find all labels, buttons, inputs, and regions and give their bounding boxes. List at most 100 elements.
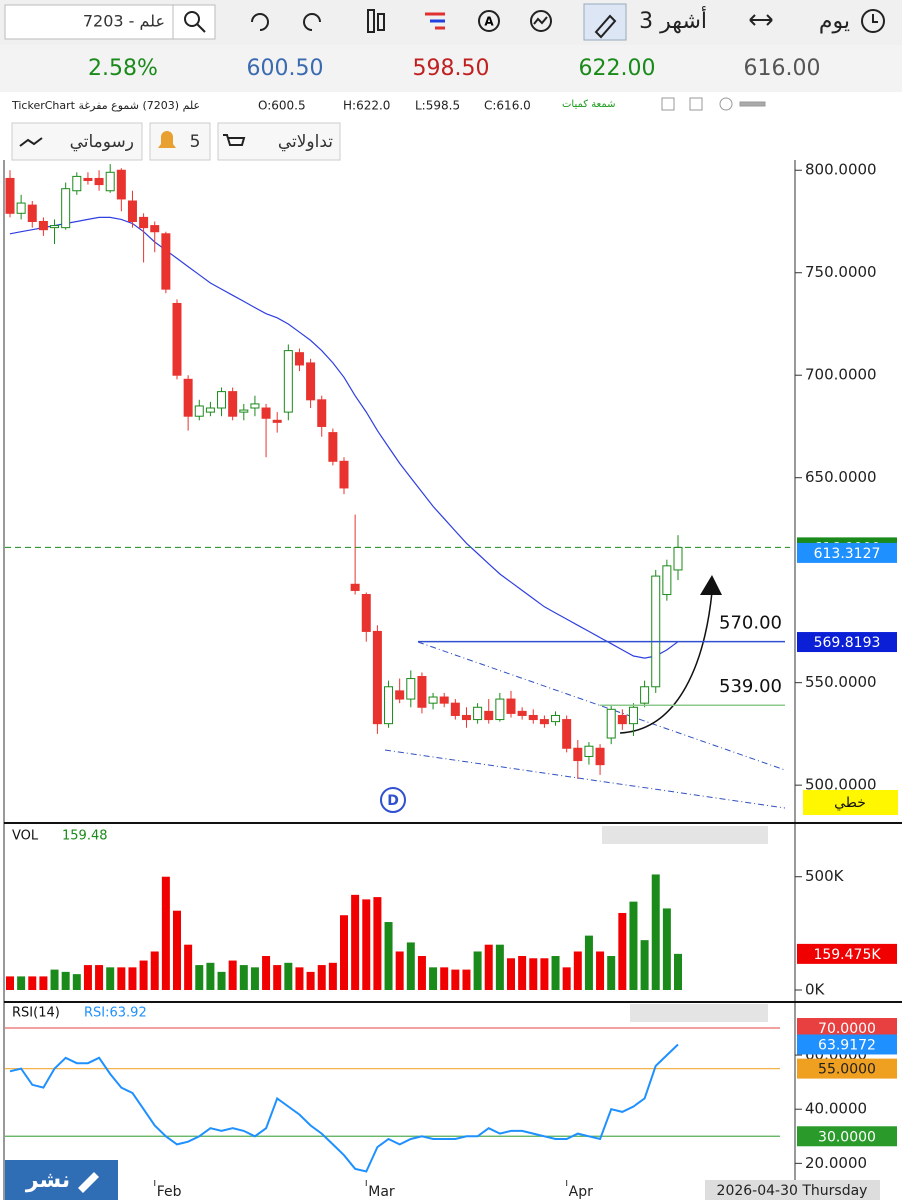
candle-body bbox=[640, 686, 650, 704]
depth-button[interactable] bbox=[425, 12, 445, 30]
last-volume-box bbox=[797, 943, 897, 964]
volume-bar bbox=[28, 976, 37, 990]
info-low: L:598.5 bbox=[415, 99, 460, 113]
candle-body bbox=[528, 714, 538, 721]
volume-bar bbox=[451, 969, 460, 990]
candle-body bbox=[183, 378, 193, 417]
candle-body bbox=[250, 403, 260, 409]
volume-bar bbox=[106, 967, 115, 990]
volume-bar bbox=[317, 965, 326, 990]
drawings-text: رسوماتي bbox=[70, 132, 134, 152]
trades-text: تداولاتي bbox=[278, 132, 333, 152]
alerts-button[interactable]: 5 bbox=[149, 122, 211, 161]
redo-button[interactable] bbox=[303, 13, 321, 31]
candle-body bbox=[105, 171, 115, 192]
candle-body bbox=[450, 702, 460, 716]
draw-button[interactable] bbox=[583, 3, 627, 41]
quote-bar bbox=[0, 45, 902, 92]
level-label: 55.0000 bbox=[818, 1062, 876, 1078]
vol-controls[interactable] bbox=[602, 826, 768, 844]
period-text: 3 أشهر bbox=[639, 6, 707, 34]
level-label: 30.0000 bbox=[818, 1129, 876, 1145]
last-rsi-label: 63.9172 bbox=[818, 1037, 876, 1053]
volume-bar bbox=[206, 962, 215, 990]
rsi-value: RSI:63.92 bbox=[84, 1006, 147, 1021]
candle-body bbox=[361, 594, 371, 632]
volume-bar bbox=[518, 956, 527, 990]
volume-bar bbox=[195, 965, 204, 990]
candle-body bbox=[384, 686, 394, 725]
dividend-marker: D bbox=[380, 787, 406, 813]
y-tick-label: 700.0000 bbox=[805, 366, 877, 384]
candle-body bbox=[161, 233, 171, 290]
panel-controls[interactable] bbox=[661, 97, 766, 111]
volume-bar bbox=[72, 974, 81, 990]
y-tick-label: 500.0000 bbox=[805, 776, 877, 794]
volume-bar bbox=[562, 967, 571, 990]
drawings-button[interactable]: رسوماتي bbox=[11, 122, 143, 161]
annotation-label: 570.00 bbox=[719, 613, 782, 634]
drawing-type-text: خطي bbox=[834, 795, 866, 811]
auto-button[interactable]: A bbox=[478, 10, 500, 32]
volume-bar bbox=[417, 956, 426, 990]
last-rsi-box bbox=[797, 1034, 897, 1055]
candle-body bbox=[283, 350, 293, 413]
level-box bbox=[797, 1126, 897, 1147]
candle-body bbox=[595, 747, 605, 766]
candle-body bbox=[5, 177, 15, 214]
volume-bar bbox=[262, 956, 271, 990]
volume-bar bbox=[6, 976, 14, 990]
marker-text: D bbox=[387, 793, 399, 809]
svg-text:A: A bbox=[484, 15, 494, 29]
volume-bar bbox=[629, 901, 638, 990]
volume-bar bbox=[540, 958, 549, 990]
x-tick-label: Apr bbox=[569, 1184, 593, 1200]
candle-body bbox=[50, 225, 60, 229]
volume-bar bbox=[484, 944, 493, 990]
date-box bbox=[705, 1180, 880, 1200]
volume-bar bbox=[384, 922, 393, 990]
candle-body bbox=[551, 714, 561, 723]
interval-button[interactable]: يوم bbox=[819, 9, 885, 34]
level-label: 569.8193 bbox=[814, 635, 881, 651]
volume-bar bbox=[529, 958, 538, 990]
rsi-controls[interactable] bbox=[630, 1004, 768, 1022]
indicators-button[interactable] bbox=[367, 9, 385, 33]
last-volume-label: 159.475K bbox=[813, 947, 881, 963]
candle-body bbox=[495, 698, 505, 721]
y-tick-label: 750.0000 bbox=[805, 263, 877, 281]
symbol-search[interactable]: 7203 - علم bbox=[4, 4, 216, 40]
quote-high: 622.00 bbox=[579, 56, 656, 81]
y-tick-label: 500K bbox=[805, 867, 845, 885]
candle-body bbox=[350, 583, 360, 591]
y-tick-label: 550.0000 bbox=[805, 673, 877, 691]
drawing-type[interactable]: خطي bbox=[803, 790, 898, 815]
x-tick-label: Feb bbox=[157, 1184, 182, 1200]
volume-bar bbox=[640, 940, 649, 990]
share-button[interactable]: نشر bbox=[5, 1160, 118, 1200]
scan-button[interactable] bbox=[530, 10, 552, 32]
volume-bar bbox=[551, 956, 560, 990]
candle-body bbox=[517, 710, 527, 716]
arrow-drawing bbox=[619, 575, 722, 734]
candle-body bbox=[484, 710, 494, 721]
candle-body bbox=[172, 302, 182, 376]
volume-bar bbox=[607, 956, 616, 990]
candle-body bbox=[417, 676, 427, 708]
period-button[interactable]: 3 أشهر bbox=[639, 6, 773, 34]
volume-bar bbox=[239, 965, 248, 990]
candle-body bbox=[617, 714, 627, 725]
info-high: H:622.0 bbox=[343, 99, 390, 113]
volume-bar bbox=[295, 967, 304, 990]
volume-bar bbox=[250, 967, 259, 990]
trend-drawings bbox=[384, 641, 786, 809]
candle-body bbox=[506, 698, 516, 714]
undo-button[interactable] bbox=[251, 13, 269, 31]
trades-button[interactable]: تداولاتي bbox=[217, 122, 341, 161]
volume-bar bbox=[117, 967, 126, 990]
candle-body bbox=[217, 391, 227, 409]
volume-bar bbox=[596, 951, 605, 990]
candle-body bbox=[339, 460, 349, 489]
volume-bar bbox=[362, 899, 371, 990]
